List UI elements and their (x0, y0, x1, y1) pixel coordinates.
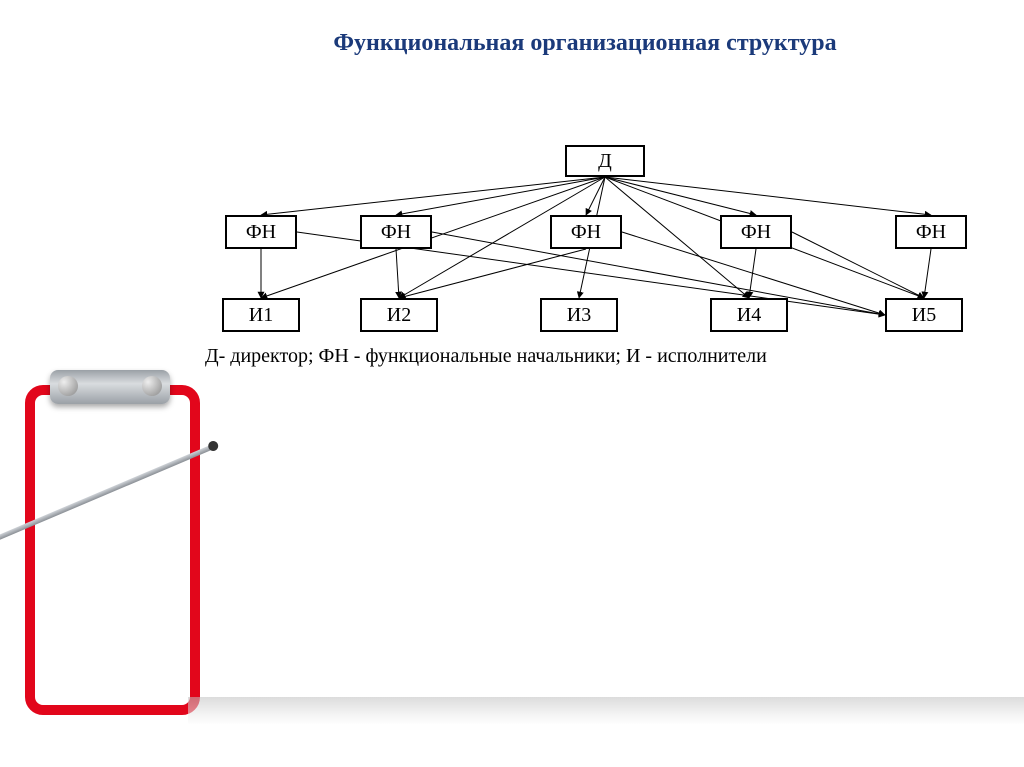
diagram-legend: Д- директор; ФН - функциональные начальн… (205, 345, 767, 368)
edge-FN2-I2 (396, 249, 399, 298)
node-I3: И3 (540, 298, 618, 332)
edge-FN5-I5 (924, 249, 931, 298)
slide-title: Функциональная организационная структура (185, 30, 985, 57)
edge-FN3-I2 (399, 249, 586, 298)
edge-D-FN1 (261, 177, 605, 215)
edge-D-FN4 (605, 177, 756, 215)
edge-D-FN5 (605, 177, 931, 215)
node-I5: И5 (885, 298, 963, 332)
edge-FN2-I5 (432, 232, 885, 315)
diagram-edges (0, 0, 1024, 400)
bottom-shadow (188, 697, 1024, 725)
node-I4: И4 (710, 298, 788, 332)
clipboard-frame (25, 385, 200, 715)
node-D: Д (565, 145, 645, 177)
edge-FN4-I4 (749, 249, 756, 298)
edge-D-FN2 (396, 177, 605, 215)
node-FN1: ФН (225, 215, 297, 249)
node-I1: И1 (222, 298, 300, 332)
edge-D-FN3 (586, 177, 605, 215)
node-FN2: ФН (360, 215, 432, 249)
node-FN3: ФН (550, 215, 622, 249)
clipboard-clip (50, 370, 170, 404)
node-FN5: ФН (895, 215, 967, 249)
node-I2: И2 (360, 298, 438, 332)
node-FN4: ФН (720, 215, 792, 249)
